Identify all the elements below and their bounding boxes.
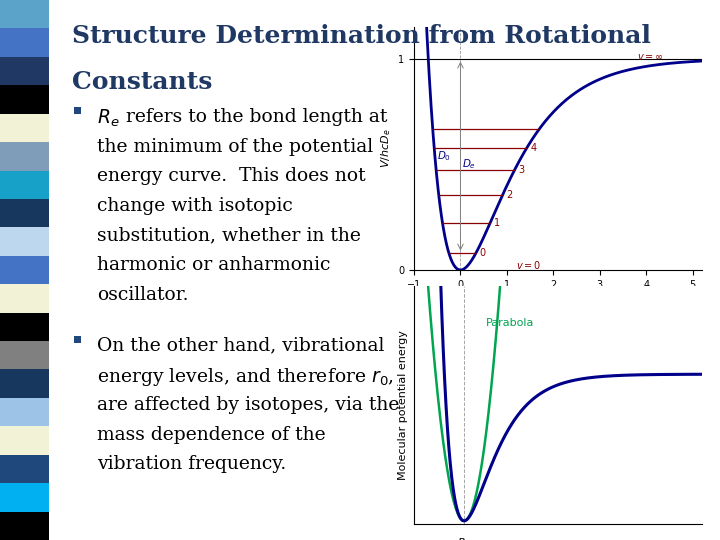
Text: $R_e$: $R_e$ xyxy=(97,108,120,129)
Text: $v{=}\infty$: $v{=}\infty$ xyxy=(637,52,664,62)
X-axis label: $a(R - R_e)$: $a(R - R_e)$ xyxy=(533,295,583,309)
Text: On the other hand, vibrational: On the other hand, vibrational xyxy=(97,336,384,354)
Text: refers to the bond length at: refers to the bond length at xyxy=(120,108,387,126)
Text: $D_0$: $D_0$ xyxy=(437,149,451,163)
Text: 2: 2 xyxy=(506,190,513,200)
Text: Parabola: Parabola xyxy=(486,318,534,328)
Text: oscillator.: oscillator. xyxy=(97,286,189,304)
Text: harmonic or anharmonic: harmonic or anharmonic xyxy=(97,256,330,274)
Text: $R_e$: $R_e$ xyxy=(457,536,471,540)
Text: $v = 0$: $v = 0$ xyxy=(516,259,541,271)
Text: energy curve.  This does not: energy curve. This does not xyxy=(97,167,366,185)
Text: mass dependence of the: mass dependence of the xyxy=(97,426,326,443)
Text: 4: 4 xyxy=(531,143,536,153)
Text: Structure Determination from Rotational: Structure Determination from Rotational xyxy=(72,24,651,48)
Text: are affected by isotopes, via the: are affected by isotopes, via the xyxy=(97,396,400,414)
Y-axis label: Molecular potential energy: Molecular potential energy xyxy=(398,330,408,480)
Text: energy levels, and therefore $r_0$,: energy levels, and therefore $r_0$, xyxy=(97,366,395,388)
Text: 0: 0 xyxy=(480,248,485,259)
Text: $D_e$: $D_e$ xyxy=(462,158,476,171)
Text: vibration frequency.: vibration frequency. xyxy=(97,455,287,473)
Text: substitution, whether in the: substitution, whether in the xyxy=(97,227,361,245)
Text: change with isotopic: change with isotopic xyxy=(97,197,293,215)
Text: 1: 1 xyxy=(494,218,500,228)
Text: the minimum of the potential: the minimum of the potential xyxy=(97,138,374,156)
Text: 3: 3 xyxy=(518,165,524,175)
Text: Constants: Constants xyxy=(72,70,212,94)
Y-axis label: $V/hcD_e$: $V/hcD_e$ xyxy=(379,129,392,168)
